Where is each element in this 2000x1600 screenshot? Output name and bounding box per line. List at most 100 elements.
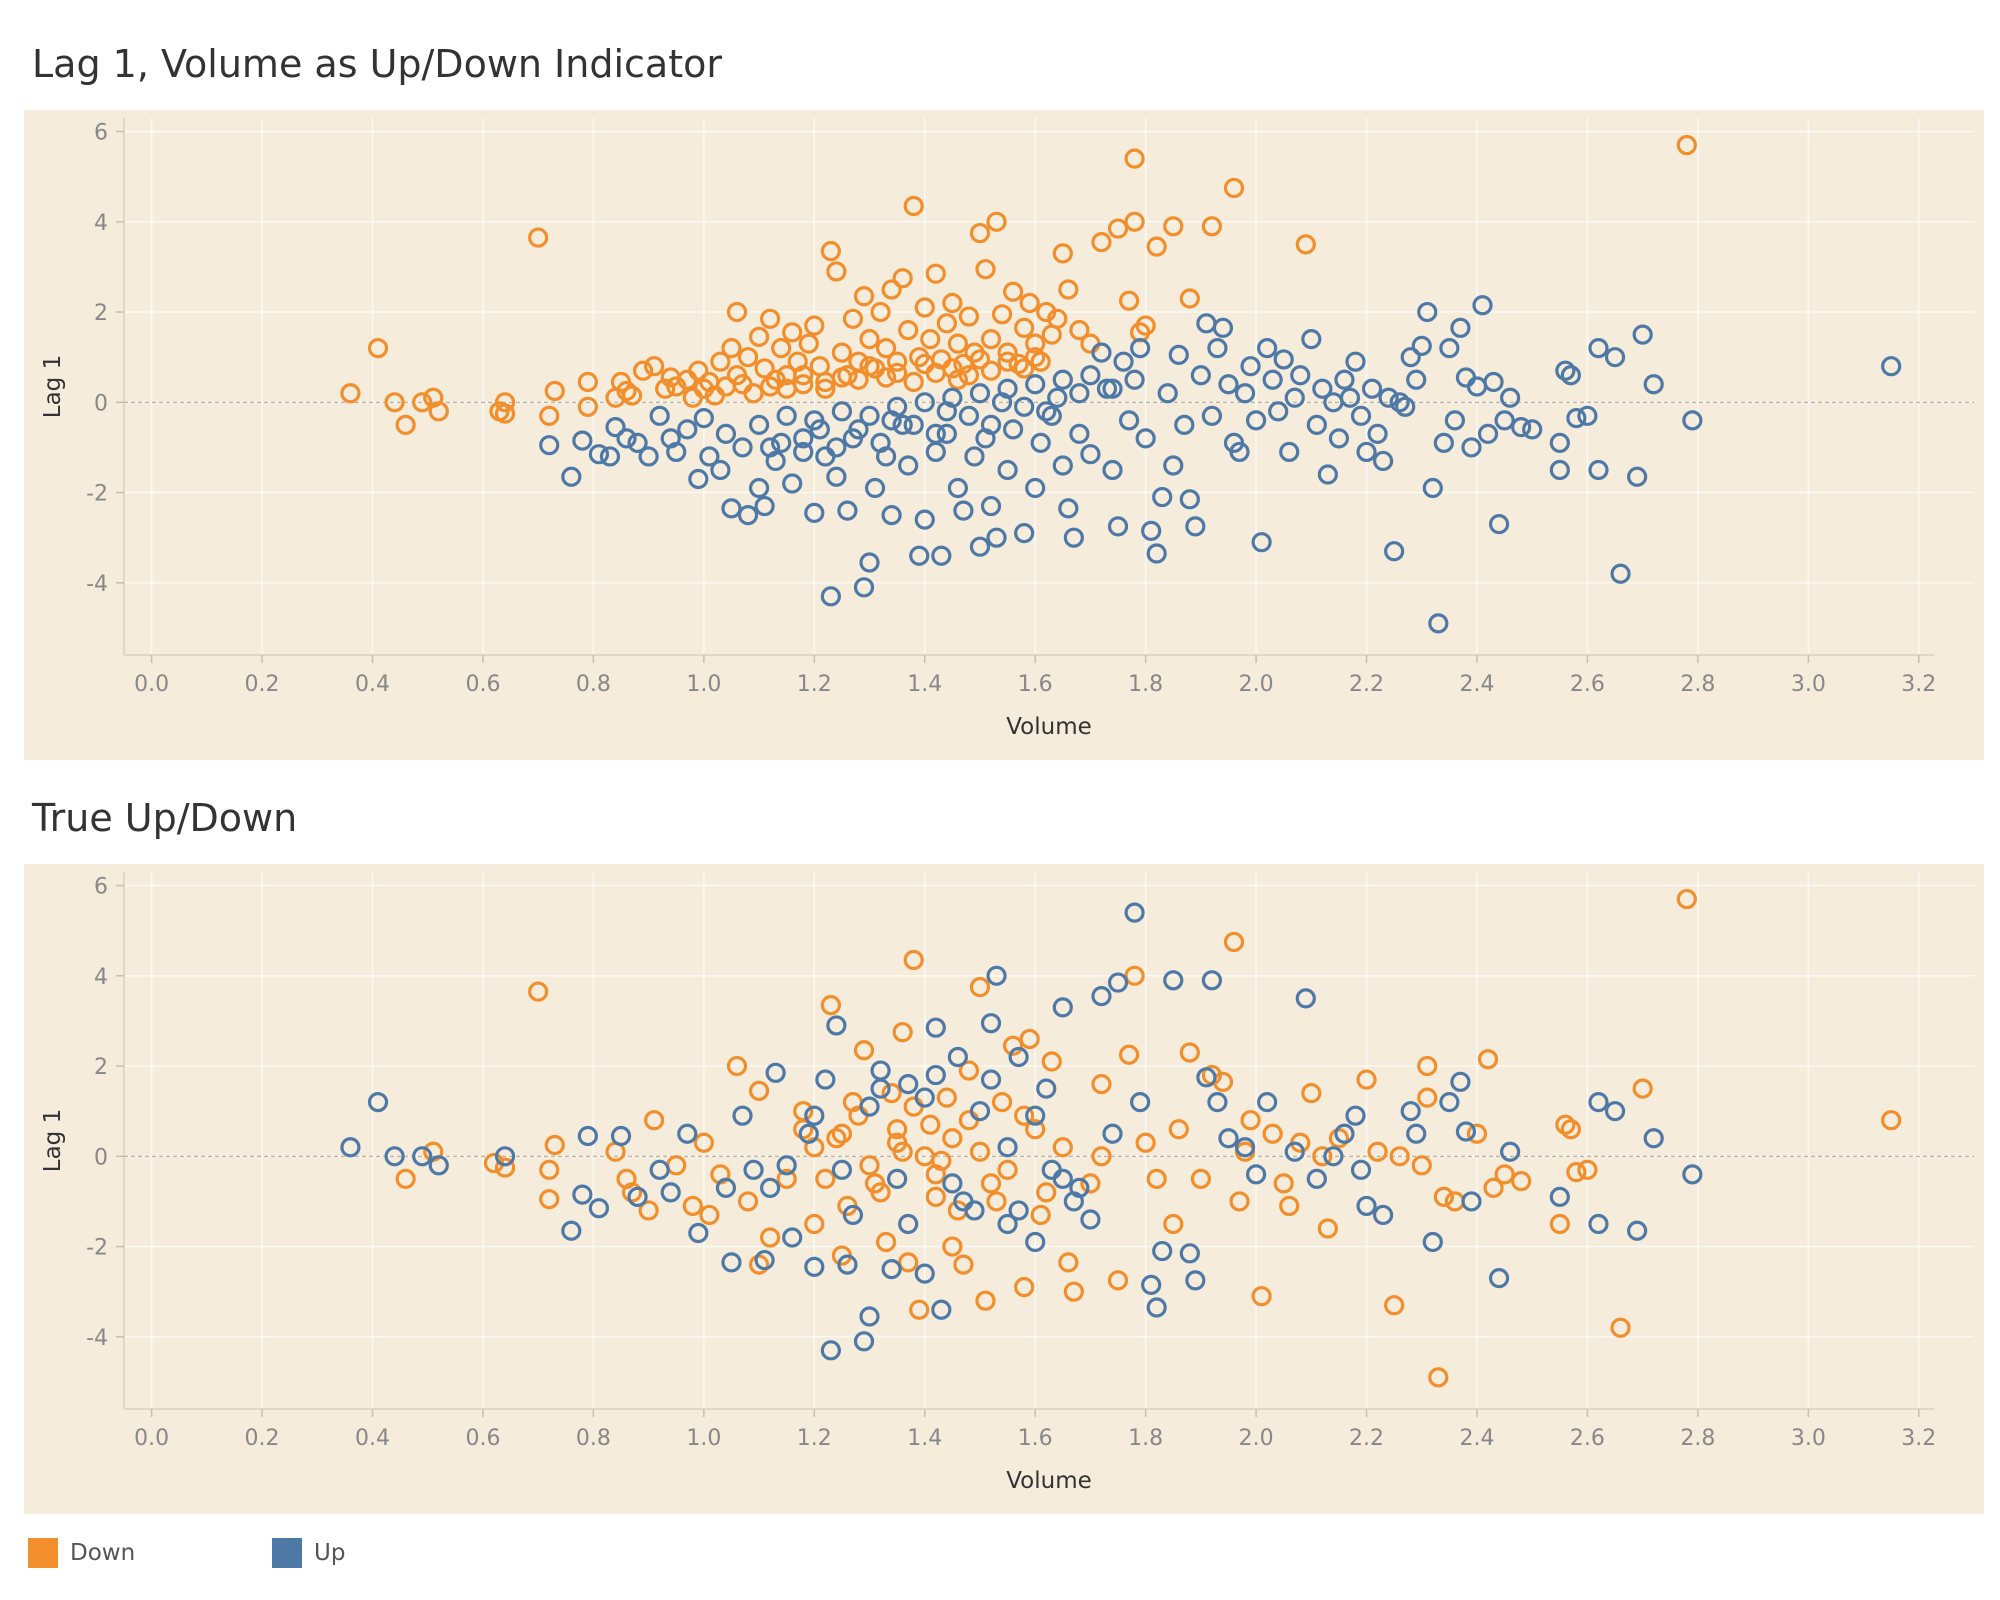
- point-up[interactable]: [1461, 437, 1482, 458]
- point-up[interactable]: [1113, 351, 1134, 372]
- point-up[interactable]: [1483, 371, 1504, 393]
- point-up[interactable]: [1328, 428, 1350, 449]
- point-down[interactable]: [726, 1055, 748, 1077]
- point-up[interactable]: [1080, 365, 1101, 386]
- point-down[interactable]: [1014, 358, 1035, 379]
- point-down[interactable]: [412, 392, 433, 413]
- point-up[interactable]: [1107, 972, 1129, 993]
- point-down[interactable]: [1025, 347, 1046, 368]
- point-down[interactable]: [1301, 1083, 1322, 1104]
- point-up[interactable]: [771, 432, 792, 454]
- point-up[interactable]: [1444, 410, 1465, 431]
- point-up[interactable]: [561, 466, 582, 487]
- point-down[interactable]: [1201, 216, 1223, 237]
- point-down[interactable]: [384, 392, 405, 413]
- point-down[interactable]: [1223, 931, 1245, 953]
- point-down[interactable]: [1014, 1277, 1035, 1298]
- point-down[interactable]: [644, 1110, 665, 1131]
- point-down[interactable]: [903, 949, 924, 971]
- point-up[interactable]: [715, 423, 737, 444]
- point-up[interactable]: [776, 405, 797, 426]
- point-down[interactable]: [1118, 290, 1140, 311]
- point-up[interactable]: [1361, 378, 1383, 399]
- point-down[interactable]: [621, 385, 643, 406]
- point-down[interactable]: [969, 222, 991, 244]
- point-up[interactable]: [1356, 1195, 1377, 1217]
- point-down[interactable]: [748, 1254, 770, 1275]
- point-up[interactable]: [931, 1299, 952, 1320]
- point-up[interactable]: [1207, 338, 1228, 359]
- point-up[interactable]: [367, 1092, 389, 1113]
- point-up[interactable]: [1384, 541, 1405, 562]
- point-up[interactable]: [931, 545, 952, 566]
- point-up[interactable]: [1627, 1220, 1648, 1241]
- point-up[interactable]: [732, 1105, 753, 1126]
- point-up[interactable]: [1052, 1168, 1073, 1189]
- point-down[interactable]: [920, 1114, 941, 1135]
- point-down[interactable]: [1008, 353, 1029, 375]
- point-up[interactable]: [1025, 1105, 1046, 1126]
- point-up[interactable]: [909, 545, 930, 566]
- point-down[interactable]: [737, 347, 759, 368]
- point-down[interactable]: [892, 268, 913, 289]
- point-up[interactable]: [760, 437, 781, 458]
- point-up[interactable]: [848, 419, 869, 440]
- point-down[interactable]: [1494, 1164, 1515, 1185]
- point-down[interactable]: [986, 1191, 1007, 1212]
- point-up[interactable]: [1218, 374, 1239, 395]
- point-up[interactable]: [914, 1087, 935, 1108]
- point-down[interactable]: [340, 383, 361, 404]
- point-up[interactable]: [1411, 335, 1432, 356]
- point-up[interactable]: [1234, 383, 1256, 404]
- point-up[interactable]: [887, 1168, 908, 1189]
- point-up[interactable]: [1350, 1159, 1372, 1180]
- point-up[interactable]: [820, 1340, 841, 1361]
- point-up[interactable]: [1141, 1274, 1162, 1296]
- point-down[interactable]: [577, 371, 598, 393]
- point-up[interactable]: [412, 1146, 433, 1167]
- point-up[interactable]: [782, 473, 803, 494]
- point-down[interactable]: [942, 1128, 963, 1149]
- point-up[interactable]: [1124, 902, 1145, 923]
- point-up[interactable]: [881, 1259, 902, 1280]
- point-up[interactable]: [947, 477, 968, 499]
- point-down[interactable]: [1014, 1105, 1035, 1126]
- point-down[interactable]: [859, 1155, 880, 1176]
- point-down[interactable]: [1146, 1168, 1167, 1189]
- point-up[interactable]: [721, 1252, 742, 1273]
- point-up[interactable]: [1566, 407, 1587, 429]
- point-down[interactable]: [831, 1123, 853, 1144]
- point-up[interactable]: [793, 441, 814, 463]
- point-up[interactable]: [1395, 396, 1416, 417]
- point-up[interactable]: [1406, 1123, 1427, 1144]
- point-down[interactable]: [1080, 1173, 1101, 1194]
- point-down[interactable]: [1091, 231, 1112, 253]
- point-up[interactable]: [953, 500, 974, 521]
- point-down[interactable]: [980, 1173, 1002, 1194]
- point-down[interactable]: [1676, 134, 1697, 156]
- point-down[interactable]: [1124, 211, 1145, 232]
- point-down[interactable]: [969, 976, 991, 998]
- point-up[interactable]: [627, 432, 648, 454]
- point-up[interactable]: [1488, 1268, 1510, 1289]
- point-up[interactable]: [1174, 414, 1195, 435]
- point-down[interactable]: [1003, 281, 1024, 302]
- point-down[interactable]: [815, 378, 836, 399]
- point-up[interactable]: [616, 428, 637, 449]
- point-down[interactable]: [577, 396, 598, 417]
- point-down[interactable]: [544, 380, 565, 402]
- point-down[interactable]: [539, 405, 560, 426]
- point-down[interactable]: [820, 241, 841, 262]
- point-down[interactable]: [428, 401, 449, 422]
- point-up[interactable]: [1317, 464, 1338, 485]
- point-down[interactable]: [997, 342, 1018, 363]
- point-up[interactable]: [605, 417, 626, 438]
- point-up[interactable]: [1500, 387, 1521, 408]
- point-up[interactable]: [1488, 514, 1510, 535]
- point-down[interactable]: [1091, 1073, 1112, 1095]
- point-up[interactable]: [1063, 527, 1084, 548]
- point-up[interactable]: [428, 1155, 449, 1176]
- point-up[interactable]: [1522, 419, 1543, 440]
- point-down[interactable]: [870, 301, 891, 323]
- point-up[interactable]: [804, 410, 825, 431]
